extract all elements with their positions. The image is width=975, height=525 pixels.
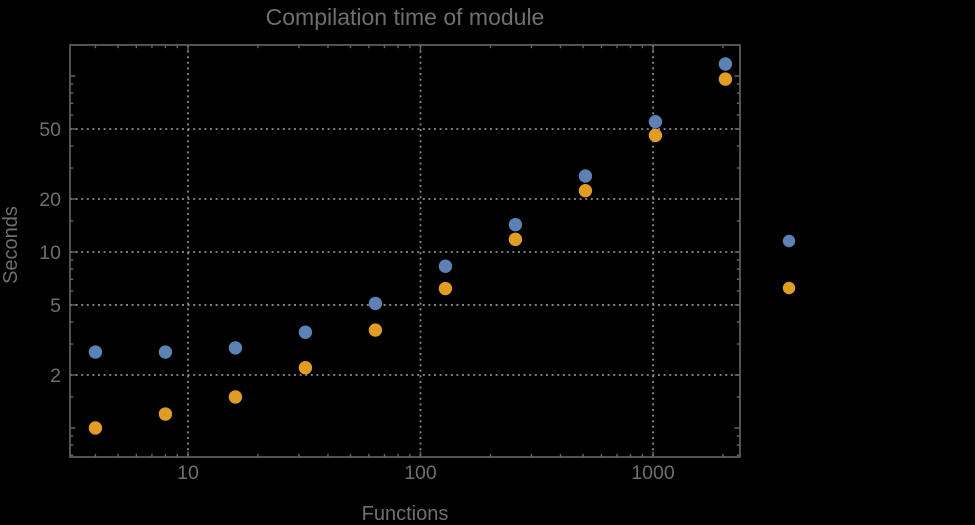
data-point-series-orange	[578, 183, 593, 198]
data-point-series-blue	[368, 296, 383, 311]
data-point-series-blue	[298, 325, 313, 339]
data-point-series-orange	[158, 407, 173, 421]
chart-title: Compilation time of module	[266, 4, 545, 30]
gridlines	[70, 45, 740, 457]
y-tick-label: 10	[39, 242, 61, 264]
data-point-series-blue	[88, 345, 103, 359]
data-point-series-blue	[158, 345, 173, 359]
data-point-series-orange	[88, 421, 103, 435]
data-point-series-orange	[298, 361, 313, 375]
data-point-series-orange	[648, 128, 663, 143]
data-point-series-blue	[578, 169, 593, 183]
y-tick-label: 20	[39, 189, 61, 211]
data-point-series-orange	[718, 72, 733, 86]
x-tick-label: 100	[404, 462, 437, 484]
x-axis-label: Functions	[362, 503, 449, 525]
data-points	[88, 57, 733, 435]
data-point-series-orange	[508, 232, 523, 247]
legend-markers	[782, 234, 796, 295]
legend-marker	[782, 281, 796, 295]
data-point-series-orange	[368, 323, 383, 337]
data-point-series-blue	[438, 259, 453, 273]
tick-labels: 10 100 1000 2 5 10 20 50	[39, 119, 675, 484]
data-point-series-blue	[648, 114, 663, 129]
legend-marker	[782, 234, 796, 248]
x-tick-label: 1000	[631, 462, 675, 484]
data-point-series-blue	[228, 341, 243, 355]
data-point-series-blue	[718, 57, 733, 71]
data-point-series-orange	[438, 281, 453, 296]
y-tick-label: 5	[50, 295, 61, 317]
data-point-series-orange	[228, 390, 243, 404]
data-point-series-blue	[508, 217, 523, 232]
y-axis-label: Seconds	[0, 206, 22, 284]
y-tick-label: 50	[39, 119, 61, 141]
x-tick-label: 10	[177, 462, 199, 484]
y-tick-label: 2	[50, 365, 61, 387]
plot-frame	[69, 44, 741, 458]
axis-ticks	[70, 45, 740, 457]
